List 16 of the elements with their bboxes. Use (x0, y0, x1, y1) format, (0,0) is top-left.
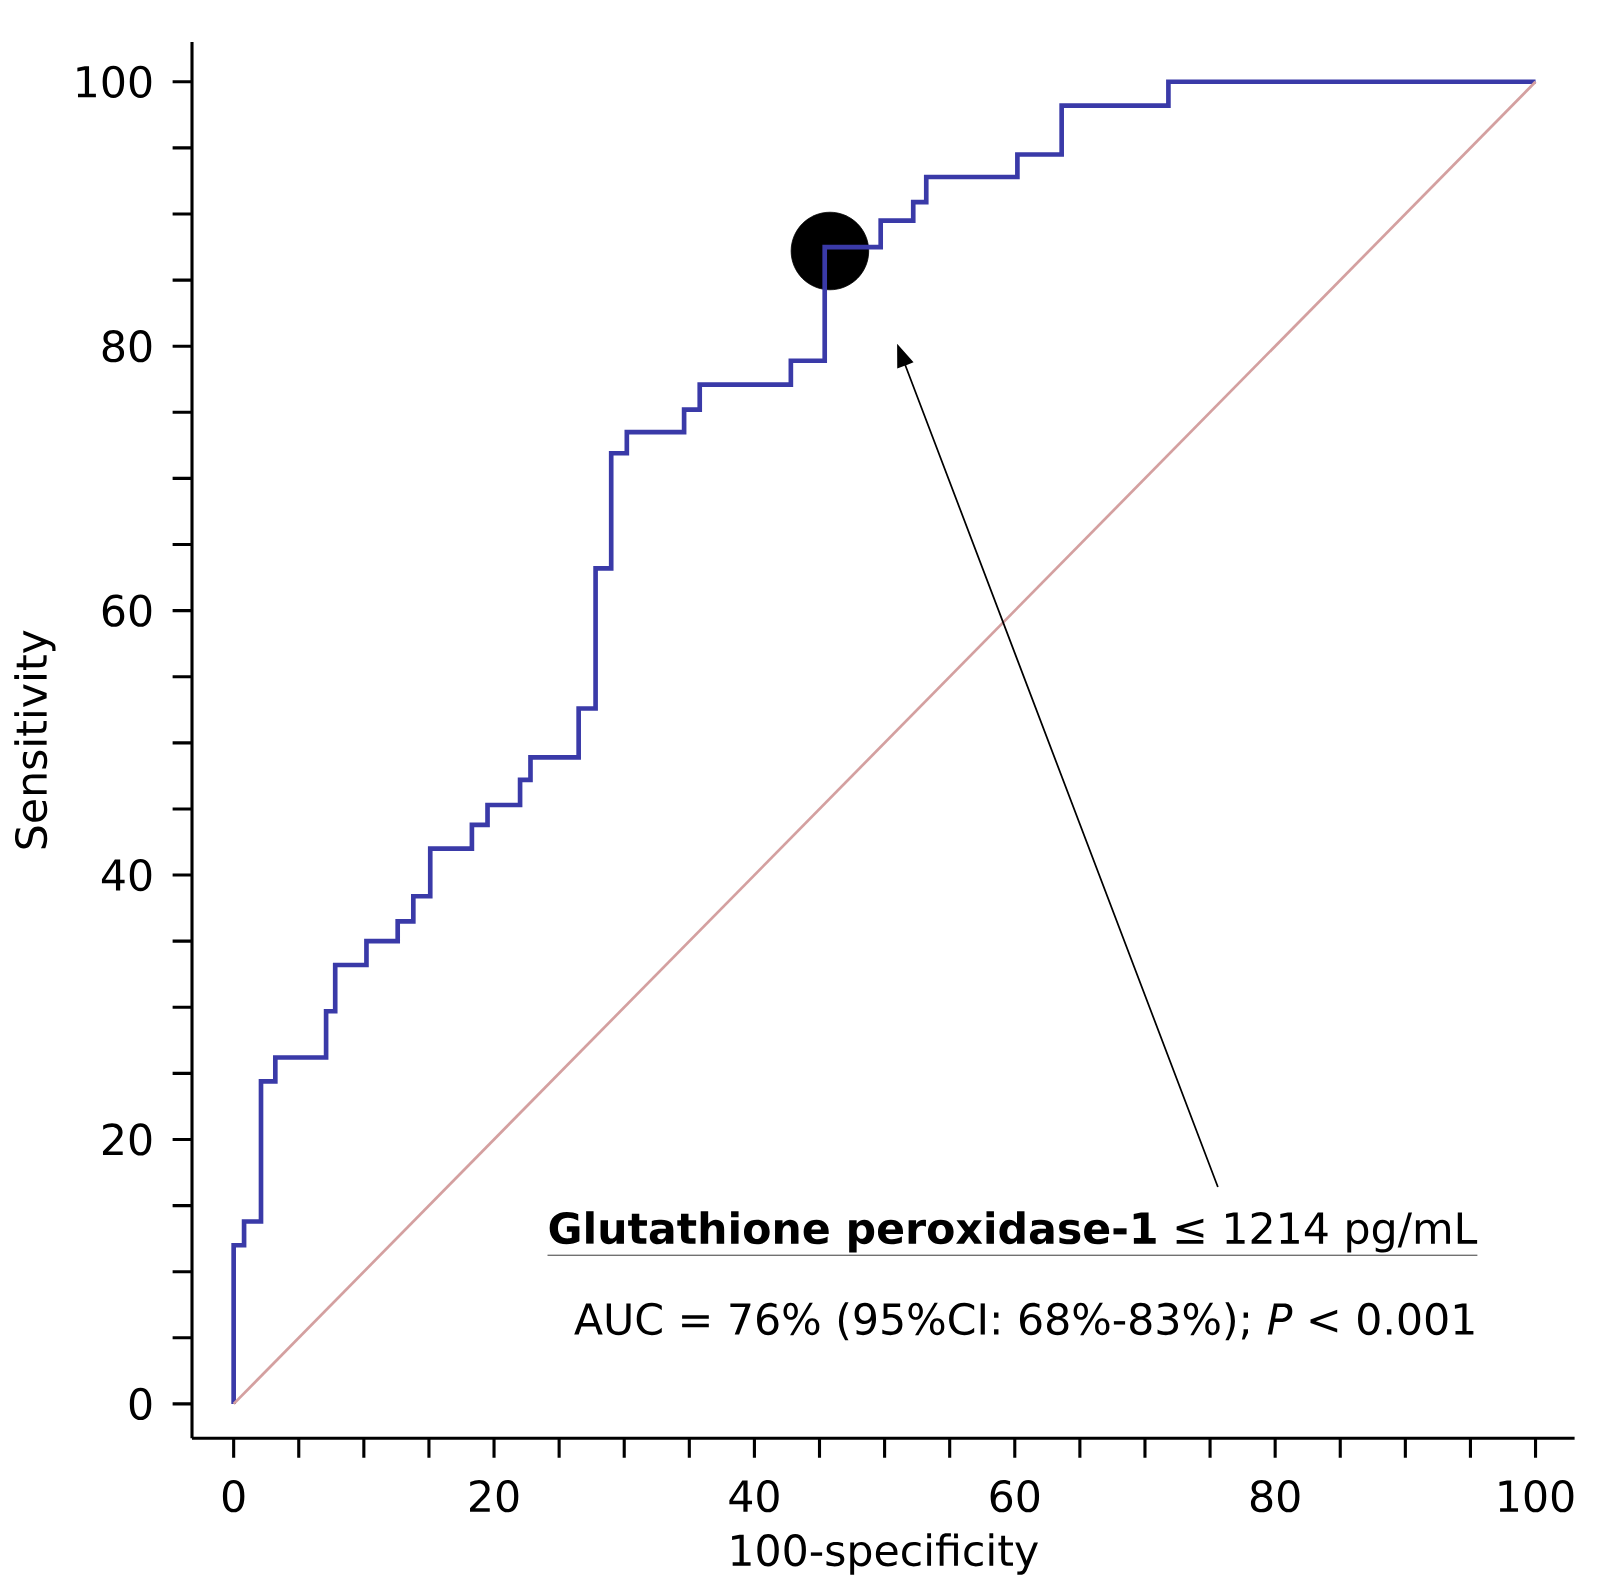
annotation: Glutathione peroxidase-1 ≤ 1214 pg/mL (549, 1211, 1478, 1253)
x-tick-label: 100 (1499, 1480, 1574, 1513)
y-tick-label: 20 (102, 1123, 152, 1156)
y-tick-label: 80 (102, 330, 152, 363)
y-tick-label: 0 (129, 1387, 152, 1421)
x-tick-label: 20 (470, 1480, 519, 1513)
x-tick-label: 60 (990, 1480, 1040, 1513)
x-axis-title: 100-specificity (732, 1533, 1038, 1575)
y-tick-label: 40 (101, 858, 152, 892)
x-tick-label: 40 (729, 1480, 779, 1513)
annotation: AUC = 76% (95%CI: 68%-83%); P < 0.001 (574, 1302, 1474, 1341)
y-tick-label: 60 (102, 594, 152, 627)
x-tick-label: 80 (1250, 1480, 1300, 1513)
y-tick-label: 100 (77, 65, 152, 98)
y-axis-title: Sensitivity (14, 630, 56, 849)
x-tick-label: 0 (222, 1480, 245, 1513)
